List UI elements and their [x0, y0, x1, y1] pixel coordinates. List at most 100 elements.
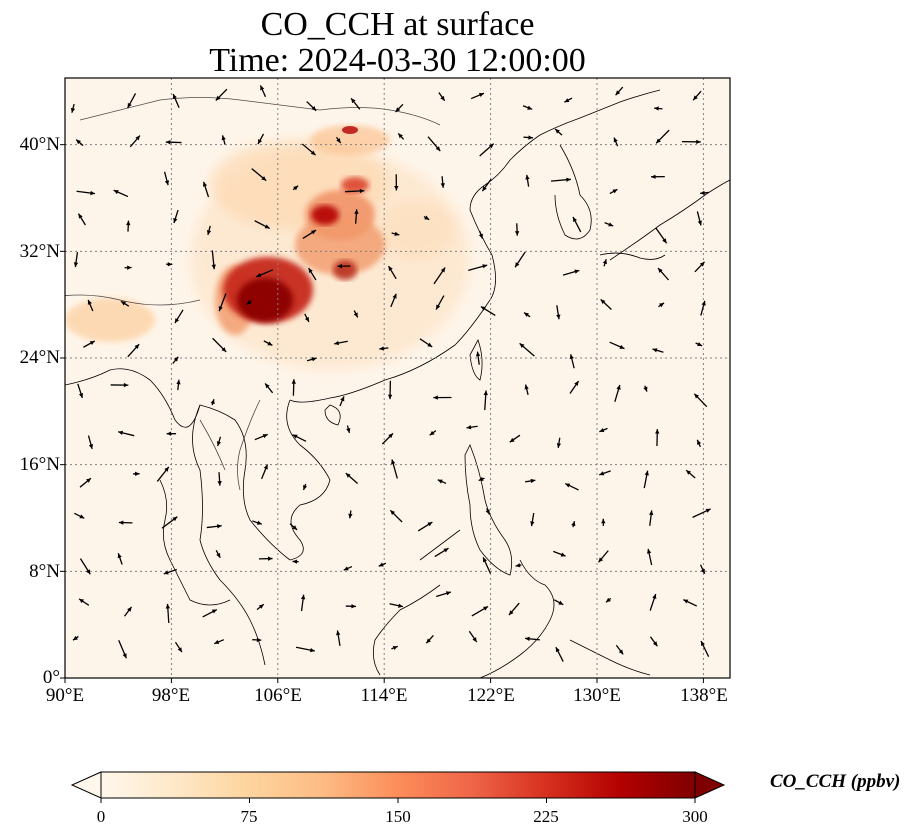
wind-arrow [609, 341, 625, 350]
wind-arrow [394, 174, 399, 191]
wind-arrow [83, 340, 96, 348]
coastlines [65, 89, 730, 678]
wind-arrow [519, 342, 535, 357]
wind-arrow [436, 591, 452, 598]
wind-arrow [79, 558, 91, 575]
wind-arrow [613, 137, 619, 147]
wind-arrow [555, 646, 564, 662]
wind-arrow [163, 171, 170, 186]
wind-arrow [696, 439, 702, 448]
wind-arrow [78, 598, 90, 606]
wind-arrow [77, 213, 86, 226]
wind-arrow [655, 227, 668, 244]
wind-arrow [118, 430, 135, 437]
wind-arrow [260, 464, 269, 480]
x-tick-label: 122°E [467, 685, 515, 706]
wind-arrow [562, 269, 580, 276]
wind-arrow [172, 93, 180, 108]
wind-arrow [127, 93, 137, 109]
wind-arrow [602, 259, 607, 267]
wind-arrow [390, 293, 397, 308]
wind-arrow [206, 524, 222, 529]
wind-arrow [350, 97, 361, 110]
wind-arrow [696, 211, 702, 226]
wind-arrow [256, 269, 274, 278]
y-tick-label: 16°N [19, 454, 60, 475]
wind-arrow [395, 103, 404, 113]
wind-arrow [73, 252, 79, 268]
wind-arrow [258, 556, 273, 561]
wind-arrow [599, 470, 611, 476]
wind-arrow [508, 602, 520, 616]
wind-arrow [345, 472, 359, 484]
wind-arrow [485, 508, 491, 515]
wind-arrow [264, 383, 274, 394]
wind-arrow [478, 231, 484, 239]
wind-arrow [525, 174, 530, 187]
wind-arrow [336, 136, 342, 144]
wind-arrow [615, 86, 624, 96]
wind-arrow [124, 265, 132, 270]
wind-arrow [649, 636, 658, 647]
concentration-field [65, 125, 470, 370]
wind-arrow [599, 427, 608, 433]
wind-arrow [174, 309, 184, 324]
wind-arrow [129, 135, 141, 148]
wind-arrow [72, 635, 79, 641]
y-tick-label: 40°N [19, 134, 60, 155]
wind-arrow [172, 356, 179, 364]
wind-arrow [427, 136, 441, 152]
wind-arrow [87, 435, 94, 450]
wind-arrow [524, 636, 540, 641]
wind-arrow [693, 393, 708, 408]
x-tick-label: 90°E [45, 685, 85, 706]
wind-arrow [378, 562, 387, 567]
wind-arrow [334, 340, 348, 346]
wind-arrow [391, 645, 399, 651]
axis-tickmarks [60, 144, 704, 683]
wind-arrow [437, 479, 447, 485]
wind-arrow [339, 396, 345, 407]
wind-arrow [354, 209, 359, 224]
wind-arrow [212, 337, 227, 353]
wind-arrow [218, 293, 227, 312]
wind-arrow [530, 512, 535, 527]
wind-arrow [572, 216, 582, 233]
wind-arrow [480, 305, 496, 316]
wind-arrow [344, 188, 365, 194]
wind-arrow [479, 143, 495, 157]
wind-arrow [650, 174, 665, 179]
wind-arrow [308, 267, 317, 281]
wind-arrow [643, 470, 649, 489]
wind-arrow [123, 606, 133, 617]
wind-arrow [118, 640, 127, 659]
wind-arrow [302, 483, 308, 491]
wind-arrow [346, 425, 351, 434]
wind-arrow [263, 340, 273, 346]
wind-arrow [598, 550, 609, 563]
wind-arrow [482, 557, 492, 574]
wind-arrow [550, 177, 571, 182]
wind-arrow [564, 97, 573, 103]
wind-arrow [525, 478, 536, 484]
wind-arrow [694, 261, 706, 273]
wind-arrow [292, 434, 307, 442]
wind-arrow [569, 354, 575, 369]
wind-arrow [681, 139, 701, 145]
wind-arrow [291, 379, 296, 396]
wind-arrow [553, 599, 564, 606]
wind-arrow [387, 380, 393, 400]
wind-arrow [389, 603, 404, 608]
wind-arrow [522, 105, 533, 110]
wind-arrow [166, 431, 177, 436]
wind-arrow [257, 133, 265, 145]
wind-vectors [70, 85, 711, 662]
wind-arrow [470, 92, 485, 100]
wind-arrow [433, 395, 452, 400]
x-tick-label: 98°E [151, 685, 191, 706]
wind-arrow [397, 132, 405, 140]
wind-arrow [174, 641, 183, 653]
wind-arrow [176, 379, 181, 391]
wind-arrow [221, 135, 226, 145]
wind-arrow [300, 594, 306, 612]
